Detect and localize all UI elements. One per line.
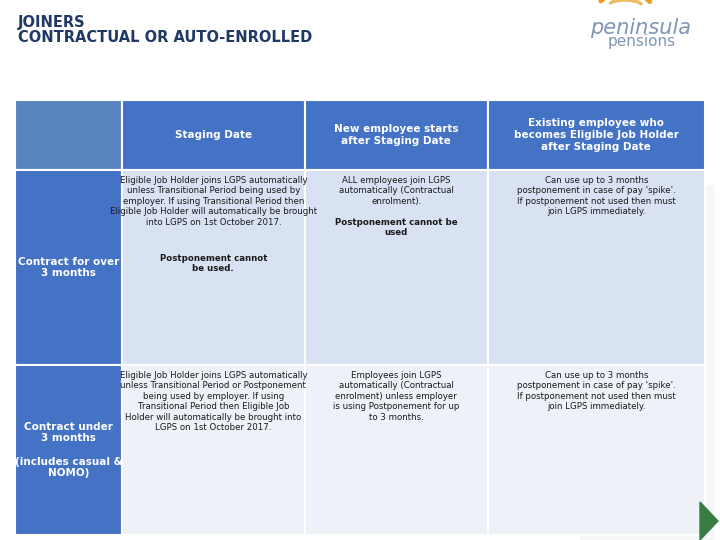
Bar: [487, 100, 705, 170]
Text: peninsula: peninsula: [590, 18, 691, 38]
Text: Postponement cannot be
used: Postponement cannot be used: [335, 218, 457, 238]
Text: Eligible Job Holder joins LGPS automatically
unless Transitional Period being us: Eligible Job Holder joins LGPS automatic…: [110, 176, 317, 227]
Text: JOINERS: JOINERS: [18, 15, 86, 30]
Text: Postponement cannot
be used.: Postponement cannot be used.: [160, 254, 267, 273]
Text: Can use up to 3 months
postponement in case of pay 'spike'.
If postponement not : Can use up to 3 months postponement in c…: [517, 176, 675, 216]
Bar: [122, 170, 305, 365]
Bar: [15, 170, 122, 365]
Text: ALL employees join LGPS
automatically (Contractual
enrolment).: ALL employees join LGPS automatically (C…: [339, 176, 454, 206]
Bar: [305, 100, 487, 170]
Bar: [15, 100, 122, 170]
Bar: [487, 170, 705, 365]
Bar: [122, 100, 305, 170]
Text: CONTRACTUAL OR AUTO-ENROLLED: CONTRACTUAL OR AUTO-ENROLLED: [18, 30, 312, 45]
Bar: [487, 365, 705, 535]
Text: New employee starts
after Staging Date: New employee starts after Staging Date: [334, 124, 459, 146]
Bar: [305, 365, 487, 535]
Bar: [122, 365, 305, 535]
Bar: [15, 365, 122, 535]
Text: Employees join LGPS
automatically (Contractual
enrolment) unless employer
is usi: Employees join LGPS automatically (Contr…: [333, 371, 459, 422]
Text: Can use up to 3 months
postponement in case of pay 'spike'.
If postponement not : Can use up to 3 months postponement in c…: [517, 371, 675, 411]
Text: pensions: pensions: [608, 34, 676, 49]
Text: Staging Date: Staging Date: [175, 130, 252, 140]
Text: Existing employee who
becomes Eligible Job Holder
after Staging Date: Existing employee who becomes Eligible J…: [514, 118, 679, 152]
Text: Contract for over
3 months: Contract for over 3 months: [18, 256, 119, 278]
Text: Contract under
3 months

(includes casual &
NOMO): Contract under 3 months (includes casual…: [14, 422, 122, 478]
Bar: [580, 185, 715, 540]
Polygon shape: [700, 502, 718, 540]
Text: Eligible Job Holder joins LGPS automatically
unless Transitional Period or Postp: Eligible Job Holder joins LGPS automatic…: [120, 371, 307, 432]
Bar: [305, 170, 487, 365]
